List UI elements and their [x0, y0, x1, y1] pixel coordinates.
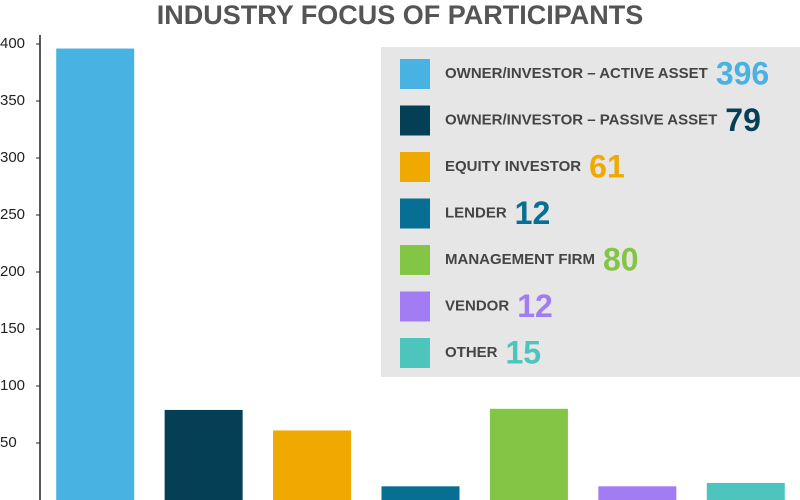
- y-tick-label: 400: [0, 35, 25, 52]
- bar: [273, 430, 352, 500]
- legend-label: MANAGEMENT FIRM: [445, 251, 595, 268]
- legend-label: OWNER/INVESTOR – ACTIVE ASSET: [445, 65, 708, 82]
- legend-swatch: [400, 105, 430, 136]
- bar: [598, 486, 677, 500]
- legend-swatch: [400, 291, 430, 322]
- legend-value: 61: [589, 148, 625, 184]
- legend: OWNER/INVESTOR – ACTIVE ASSET 396 OWNER/IN…: [381, 47, 800, 377]
- y-tick-label: 350: [0, 92, 25, 109]
- legend-swatch: [400, 152, 430, 182]
- y-tick-label: 50: [0, 434, 17, 451]
- legend-label: EQUITY INVESTOR: [445, 158, 581, 175]
- legend-swatch: [400, 59, 430, 89]
- chart-title: INDUSTRY FOCUS OF PARTICIPANTS: [157, 0, 644, 30]
- legend-label: OTHER: [445, 344, 498, 361]
- legend-value: 15: [506, 334, 542, 370]
- y-tick-label: 300: [0, 149, 25, 166]
- bar: [489, 408, 568, 500]
- legend-value: 12: [517, 288, 553, 324]
- bar: [706, 482, 785, 500]
- bar: [381, 486, 460, 500]
- legend-swatch: [400, 338, 430, 368]
- y-tick-label: 100: [0, 377, 25, 394]
- legend-label: OWNER/INVESTOR – PASSIVE ASSET: [445, 111, 717, 128]
- legend-value: 79: [725, 102, 761, 138]
- y-tick-label: 200: [0, 263, 25, 280]
- y-tick-label: 150: [0, 320, 25, 337]
- legend-swatch: [400, 198, 430, 229]
- legend-box: [381, 47, 800, 377]
- bar: [56, 48, 135, 500]
- legend-value: 396: [716, 55, 769, 91]
- legend-value: 80: [603, 241, 639, 277]
- y-tick-label: 250: [0, 206, 25, 223]
- legend-label: VENDOR: [445, 297, 509, 314]
- bar: [164, 409, 243, 500]
- legend-swatch: [400, 245, 430, 275]
- legend-value: 12: [515, 195, 551, 231]
- legend-label: LENDER: [445, 204, 507, 221]
